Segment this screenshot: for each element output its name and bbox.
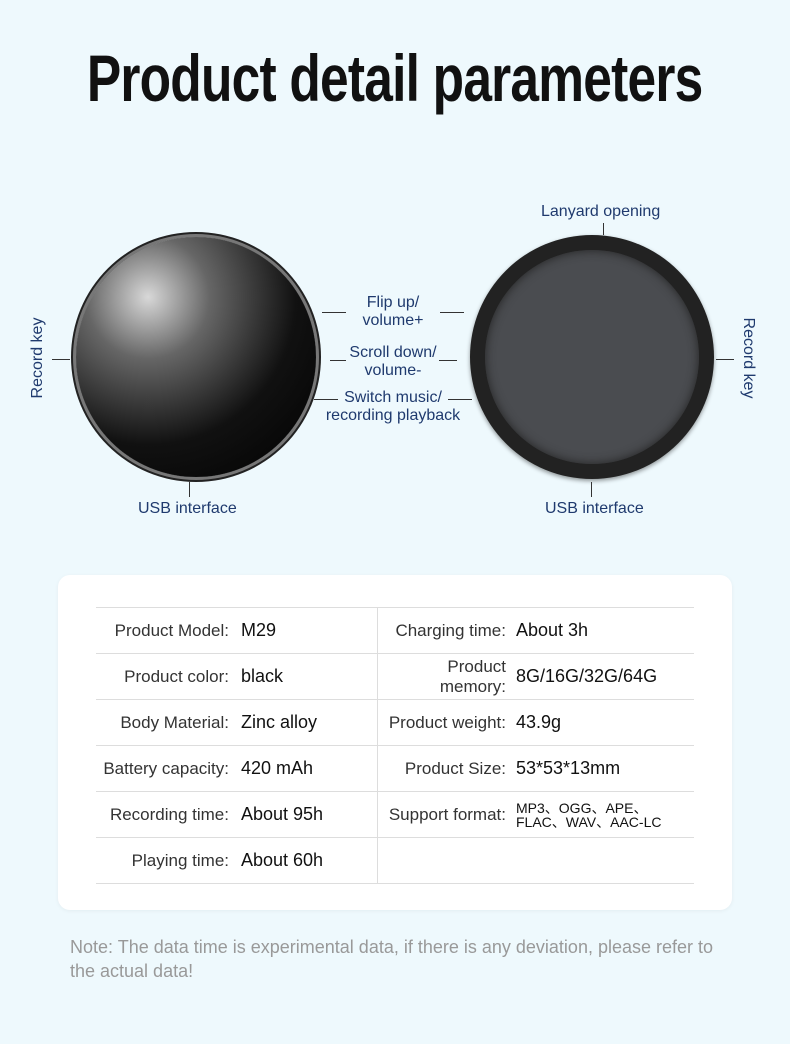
spec-value: About 3h xyxy=(516,607,694,654)
spec-label: Recording time: xyxy=(96,791,241,838)
spec-label: Body Material: xyxy=(96,699,241,746)
spec-label: Product Size: xyxy=(377,745,516,792)
label-usb-right: USB interface xyxy=(545,500,644,517)
label-lanyard-opening: Lanyard opening xyxy=(541,203,661,220)
spec-label: Charging time: xyxy=(377,607,516,654)
spec-row: Product color: black Product memory: 8G/16G… xyxy=(96,653,694,700)
spec-value: black xyxy=(241,653,378,700)
note-text: Note: The data time is experimental data… xyxy=(70,937,714,981)
spec-value xyxy=(516,837,694,884)
label-switch-music: Switch music/ recording playback xyxy=(325,389,461,424)
spec-value: M29 xyxy=(241,607,378,654)
spec-value: 43.9g xyxy=(516,699,694,746)
spec-label: Playing time: xyxy=(96,837,241,884)
spec-row: Body Material: Zinc alloy Product weight: 4… xyxy=(96,699,694,746)
spec-label: Product weight: xyxy=(377,699,516,746)
spec-label xyxy=(377,837,516,884)
spec-row: Recording time: About 95h Support format: M… xyxy=(96,791,694,838)
label-record-key-right: Record key xyxy=(740,317,757,399)
spec-label: Product Model: xyxy=(96,607,241,654)
spec-label: Support format: xyxy=(377,791,516,838)
specs-table: Product Model: M29 Charging time: About 3h P… xyxy=(96,607,694,884)
spec-value: 8G/16G/32G/64G xyxy=(516,653,694,700)
spec-value: Zinc alloy xyxy=(241,699,378,746)
spec-row: Playing time: About 60h xyxy=(96,837,694,884)
label-flip-up: Flip up/ volume+ xyxy=(362,294,424,329)
label-scroll-down: Scroll down/ volume- xyxy=(349,344,437,379)
specs-card: Product Model: M29 Charging time: About 3h P… xyxy=(58,575,732,910)
spec-value: About 95h xyxy=(241,791,378,838)
spec-value: MP3、OGG、APE、FLAC、WAV、AAC-LC xyxy=(516,791,694,838)
device-back-panel xyxy=(485,250,699,464)
label-usb-left: USB interface xyxy=(138,500,237,517)
spec-label: Product memory: xyxy=(377,653,516,700)
spec-row: Battery capacity: 420 mAh Product Size: 53*… xyxy=(96,745,694,792)
spec-label: Product color: xyxy=(96,653,241,700)
spec-value: About 60h xyxy=(241,837,378,884)
spec-value: 420 mAh xyxy=(241,745,378,792)
spec-value: 53*53*13mm xyxy=(516,745,694,792)
spec-row: Product Model: M29 Charging time: About 3h xyxy=(96,607,694,654)
label-record-key-left: Record key xyxy=(29,317,46,399)
spec-label: Battery capacity: xyxy=(96,745,241,792)
device-front-image xyxy=(76,237,316,477)
page-title: Product detail parameters xyxy=(87,41,703,115)
